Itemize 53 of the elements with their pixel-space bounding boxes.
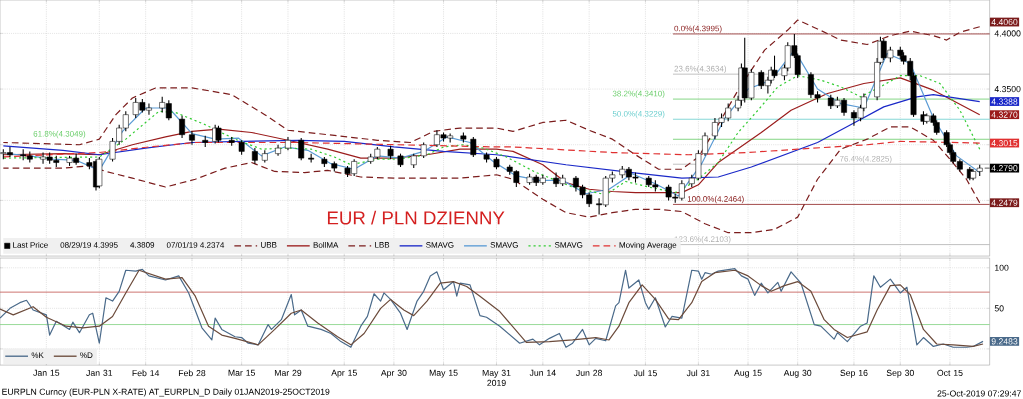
x-tick-label: Sep 30 — [886, 369, 914, 378]
x-tick-label: Sep 16 — [840, 369, 868, 378]
legend-label: UBB — [261, 242, 277, 248]
legend-label: SMAVG — [426, 242, 454, 248]
legend-label: SMAVG — [490, 242, 518, 248]
x-tick-label: Feb 14 — [132, 369, 160, 377]
x-tick-label: May 31 2019 — [482, 369, 511, 387]
x-tick-label: May 15 — [429, 369, 458, 378]
data-label: 4.2479 — [991, 199, 1018, 206]
legend-label: BollMA — [313, 242, 339, 248]
x-tick-label: Jul 31 — [686, 369, 710, 377]
legend-label: %K — [31, 352, 44, 359]
data-label: 4.3270 — [991, 111, 1018, 118]
x-tick-label: Jun 14 — [529, 369, 556, 376]
legend-label: SMAVG — [554, 242, 583, 248]
y-tick-label: 100 — [995, 264, 1009, 271]
ref-line-label: 50.0%(4.3229) — [612, 110, 665, 119]
text: 25-Oct-2019 07:29:47 — [937, 390, 1021, 397]
data-label: 4.4060 — [991, 19, 1018, 26]
ref-line-label: 0.0%(4.3995) — [674, 25, 722, 33]
legend-label: LBB — [375, 242, 390, 248]
y-tick-label: 4.4000 — [994, 30, 1021, 37]
legend-label: Last Price — [13, 242, 48, 248]
x-tick-label: Oct 15 — [937, 369, 963, 377]
ref-line-label: 61.8%(4.3049) — [33, 130, 86, 139]
x-tick-label: Jan 15 — [33, 369, 60, 376]
x-tick-label: Aug 30 — [783, 369, 812, 378]
data-label: 4.3388 — [991, 98, 1018, 105]
legend-label: Moving Average — [619, 242, 677, 250]
x-tick-label: Apr 15 — [331, 369, 357, 378]
ref-line-label: 100.0%(4.2464) — [687, 195, 744, 204]
x-tick-label: Jul 15 — [633, 369, 657, 377]
text: EUR / PLN DZIENNY — [327, 210, 505, 225]
x-tick-label: Jun 28 — [576, 369, 603, 377]
annotation: 4.2790 — [991, 165, 1018, 172]
x-tick-label: Jan 31 — [86, 369, 113, 377]
x-tick-label: Feb 28 — [178, 369, 206, 377]
ref-line-label: 76.4%(4.2825) — [839, 155, 892, 164]
x-tick-label: Aug 15 — [734, 369, 762, 378]
legend-label: %D — [80, 352, 93, 359]
annotation: 07/01/19 4.2374 — [166, 242, 225, 248]
annotation: 4.3809 — [130, 242, 155, 248]
y-tick-label: 4.3500 — [994, 86, 1021, 93]
data-label: 4.3015 — [991, 140, 1018, 147]
x-tick-label: Apr 30 — [380, 369, 407, 378]
ref-line-label: 38.2%(4.3410) — [612, 90, 665, 99]
data-label: 9.2483 — [991, 338, 1018, 345]
text: EURPLN Curncy (EUR-PLN X-RATE) AT_EURPLN_D Daily 01JAN2019-25OCT2019 — [2, 388, 330, 397]
annotation: 08/29/19 4.3995 — [60, 242, 118, 248]
ref-line-label: 23.6%(4.3634) — [674, 65, 727, 74]
x-tick-label: Mar 29 — [274, 369, 302, 377]
y-tick-label: 50 — [994, 305, 1004, 312]
x-tick-label: Mar 15 — [228, 369, 255, 376]
